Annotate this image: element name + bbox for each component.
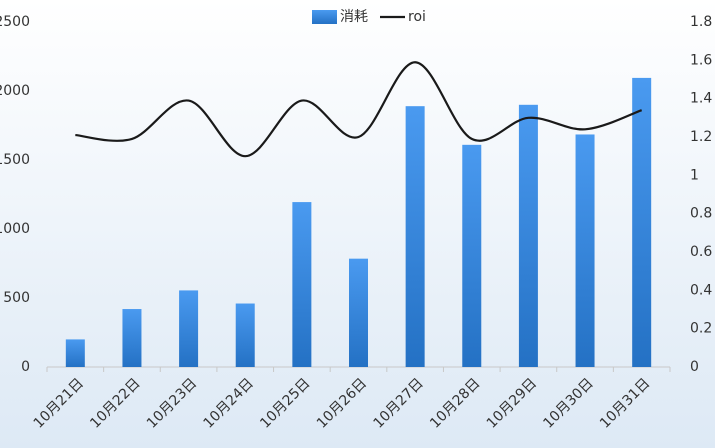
bar — [179, 290, 199, 367]
legend-label: roi — [408, 9, 426, 25]
y-tick-label: 500 — [3, 290, 30, 306]
legend-label: 消耗 — [340, 9, 368, 25]
y2-tick-label: 1.4 — [690, 91, 712, 107]
bar — [575, 134, 595, 367]
y2-tick-label: 1.8 — [690, 14, 712, 30]
y-tick-label: 0 — [21, 359, 30, 375]
bar — [65, 339, 85, 367]
y2-tick-label: 1.6 — [690, 52, 712, 68]
y-tick-label: 1000 — [0, 221, 30, 237]
bar — [292, 202, 312, 367]
y2-tick-label: 0.6 — [690, 244, 712, 260]
y-tick-label: 1500 — [0, 152, 30, 168]
y2-tick-label: 1 — [690, 167, 699, 183]
bar — [518, 104, 538, 368]
y2-tick-label: 1.2 — [690, 129, 712, 145]
y2-tick-label: 0.8 — [690, 206, 712, 222]
y-tick-label: 2000 — [0, 83, 30, 99]
bar — [235, 303, 255, 367]
y2-tick-label: 0.4 — [690, 282, 712, 298]
bar — [349, 258, 368, 367]
bar — [632, 77, 652, 367]
y2-tick-label: 0 — [690, 359, 699, 375]
y2-tick-label: 0.2 — [690, 321, 712, 337]
bar — [405, 106, 425, 368]
bar — [122, 309, 142, 367]
legend-swatch — [312, 10, 337, 24]
bar — [462, 144, 482, 367]
line — [75, 61, 643, 158]
y-tick-label: 2500 — [0, 14, 30, 30]
